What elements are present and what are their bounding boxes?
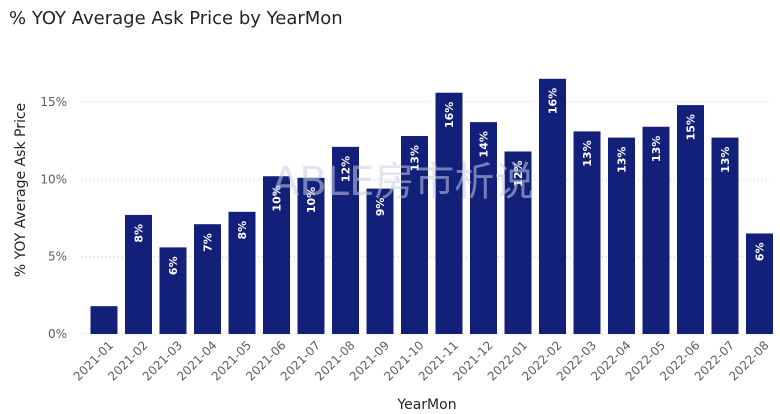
data-label: 12% — [340, 156, 353, 182]
bar — [711, 137, 739, 334]
bar — [125, 214, 152, 334]
watermark-text: ABLE房市析说 — [272, 159, 534, 205]
chart-title: % YOY Average Ask Price by YearMon — [9, 8, 343, 29]
data-label: 13% — [719, 147, 732, 173]
bar — [608, 137, 635, 334]
bar — [746, 233, 773, 334]
x-axis-title: YearMon — [396, 397, 456, 413]
data-label: 7% — [202, 233, 215, 252]
bar — [504, 151, 532, 334]
data-label: 13% — [616, 147, 629, 173]
data-label: 10% — [271, 185, 284, 211]
bar — [332, 146, 359, 334]
data-label: 6% — [754, 242, 767, 261]
bar — [470, 122, 497, 335]
bar — [539, 78, 566, 334]
bar — [297, 177, 325, 334]
y-tick-label: 0% — [48, 327, 67, 341]
data-label: 10% — [305, 187, 318, 213]
y-axis-title: % YOY Average Ask Price — [13, 103, 29, 277]
bar — [90, 306, 118, 334]
bar — [573, 131, 601, 334]
y-tick-label: 10% — [40, 172, 67, 186]
y-tick-label: 5% — [48, 250, 67, 264]
data-label: 16% — [443, 102, 456, 128]
data-label: 6% — [167, 256, 180, 275]
data-label: 9% — [374, 198, 387, 217]
bar — [228, 211, 256, 334]
y-axis-ticks: 0% 5% 10% 15% — [40, 95, 67, 341]
data-label: 12% — [512, 160, 525, 186]
bar — [366, 188, 394, 334]
bar — [642, 126, 670, 334]
data-label: 14% — [478, 131, 491, 157]
data-label: 13% — [581, 140, 594, 166]
bar — [194, 224, 221, 334]
data-label: 16% — [547, 88, 560, 114]
data-labels: 8% 6% 7% 8% 10% 10% 12% 9% 13% 16% 14% 12% 16% 13% 13%… — [133, 88, 767, 275]
data-label: 15% — [685, 114, 698, 140]
bar — [677, 105, 704, 335]
bar — [435, 92, 463, 334]
data-label: 13% — [409, 145, 422, 171]
data-label: 8% — [236, 221, 249, 240]
x-axis-ticks: 2021-012021-022021-032021-042021-052021-… — [71, 338, 772, 383]
data-label: 8% — [133, 224, 146, 243]
bar — [263, 176, 290, 334]
bars — [90, 78, 773, 335]
bar — [159, 247, 187, 334]
bar — [401, 136, 428, 334]
data-label: 13% — [650, 136, 663, 162]
y-tick-label: 15% — [40, 95, 67, 109]
